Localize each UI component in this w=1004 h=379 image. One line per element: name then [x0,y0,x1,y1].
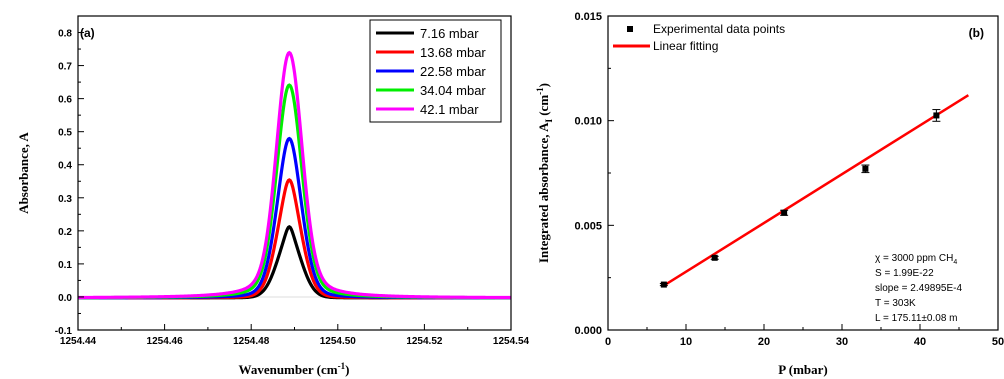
panel-b-fit-line-segment [663,94,970,287]
panel-a-y-tick-label-6: 0.5 [58,128,72,139]
panel-b-data-point-4 [933,112,940,119]
panel-b-legend-label-points: Experimental data points [653,22,785,36]
panel-a-label: (a) [80,26,95,40]
panel-a-x-axis-label-text: Wavenumber (cm [239,362,338,377]
panel-a: (a) 1254.44 1254.46 1254.48 1254.50 1254.52 1… [16,15,530,377]
panel-a-legend-entries: 7.16 mbar 13.68 mbar 22.58 mbar 34.04 mbar 4… [376,26,486,117]
panel-a-x-axis-label: Wavenumber (cm-1) [239,361,350,377]
panel-b-annotation-4: L = 175.11±0.08 m [875,313,958,324]
panel-b-x-tick-label-2: 20 [758,336,770,348]
panel-b-y-axis-label-text: Integrated absorbance, A [536,122,551,263]
panel-b-legend: Experimental data points Linear fitting [613,22,785,53]
panel-a-y-ticks: -0.1 0.0 0.1 0.2 0.3 0.4 0.5 0.6 0.7 0.8 [55,29,84,337]
panel-a-y-tick-label-2: 0.1 [58,260,72,271]
panel-b-x-tick-label-5: 50 [992,336,1004,348]
panel-b-data-point-1 [711,254,718,261]
panel-b-y-tick-label-0: 0.000 [574,325,602,337]
panel-b-x-tick-label-0: 0 [605,336,611,348]
panel-a-x-tick-label-0: 1254.44 [60,336,97,347]
panel-b-y-axis-label-sup: -1 [535,87,545,95]
panel-a-y-tick-label-3: 0.2 [58,227,72,238]
panel-a-series-line-4 [77,50,511,300]
panel-b-y-tick-label-3: 0.015 [574,11,602,23]
panel-b-annotations: χ = 3000 ppm CH4 S = 1.99E-22 slope = 2.49… [875,253,962,324]
panel-b-x-ticks: 0 10 20 30 40 50 [605,324,1004,348]
panel-b-x-axis-label: P (mbar) [778,362,827,377]
panel-b-data-point-0 [660,281,667,288]
panel-a-series-line-2 [78,136,511,300]
panel-b-y-ticks: 0.000 0.005 0.010 0.015 [574,11,614,337]
panel-b-annotation-2: slope = 2.49895E-4 [875,283,962,294]
panel-a-series-line-0 [78,225,511,300]
panel-a-x-tick-label-4: 1254.52 [406,336,443,347]
panel-b-fit-line [663,94,970,287]
panel-a-y-axis-label: Absorbance, A [16,132,31,214]
panel-a-legend: 7.16 mbar 13.68 mbar 22.58 mbar 34.04 mbar 4… [369,19,502,123]
panel-b-data-point-3 [862,165,869,172]
panel-a-x-axis-label-end: ) [345,362,349,377]
panel-b-y-tick-label-1: 0.005 [574,220,602,232]
panel-a-x-tick-label-1: 1254.46 [147,336,184,347]
panel-a-legend-label-2: 22.58 mbar [420,64,486,79]
panel-a-y-tick-label-0: -0.1 [55,326,73,337]
panel-b-y-tick-label-2: 0.010 [574,116,602,128]
panel-b-legend-marker-points [627,26,633,32]
panel-a-y-tick-label-7: 0.6 [58,95,72,106]
panel-b-y-axis-label-sub: I [544,119,554,123]
panel-b-x-tick-label-1: 10 [680,336,692,348]
panel-a-y-tick-label-4: 0.3 [58,194,72,205]
panel-b-x-tick-label-4: 40 [914,336,926,348]
panel-a-y-tick-label-1: 0.0 [58,293,72,304]
panel-a-legend-label-3: 34.04 mbar [420,83,486,98]
panel-a-x-tick-label-5: 1254.54 [493,336,530,347]
panel-a-legend-label-1: 13.68 mbar [420,45,486,60]
panel-a-legend-label-4: 42.1 mbar [420,102,479,117]
panel-b: 0 10 20 30 40 50 0.000 0.005 0.010 0.015 (b) Exp… [535,11,1004,377]
panel-b-annotation-3: T = 303K [875,298,916,309]
panel-b-annotation-0: χ = 3000 ppm CH4 [875,253,957,266]
panel-b-y-axis-label: Integrated absorbance, AI (cm-1) [535,83,554,263]
panel-a-x-ticks: 1254.44 1254.46 1254.48 1254.50 1254.52 1254.… [60,324,530,347]
panel-a-x-axis-label-sup: -1 [338,361,346,371]
panel-b-x-tick-label-3: 30 [836,336,848,348]
panel-a-legend-label-0: 7.16 mbar [420,26,479,41]
panel-a-x-tick-label-3: 1254.50 [320,336,357,347]
panel-a-y-tick-label-8: 0.7 [58,62,72,73]
panel-a-y-tick-label-9: 0.8 [58,29,72,40]
panel-b-data-points [659,109,941,288]
panel-b-annotation-1: S = 1.99E-22 [875,268,934,279]
panel-a-x-tick-label-2: 1254.48 [233,336,270,347]
panel-a-series-lines [77,50,511,300]
panel-b-label: (b) [969,26,984,40]
panel-b-data-point-2 [781,209,788,216]
panel-b-y-axis-label-end: ) [536,83,551,87]
panel-b-legend-label-fit: Linear fitting [653,39,718,53]
panel-b-y-axis-label-unit: (cm [536,95,551,119]
panel-a-y-tick-label-5: 0.4 [58,161,72,172]
